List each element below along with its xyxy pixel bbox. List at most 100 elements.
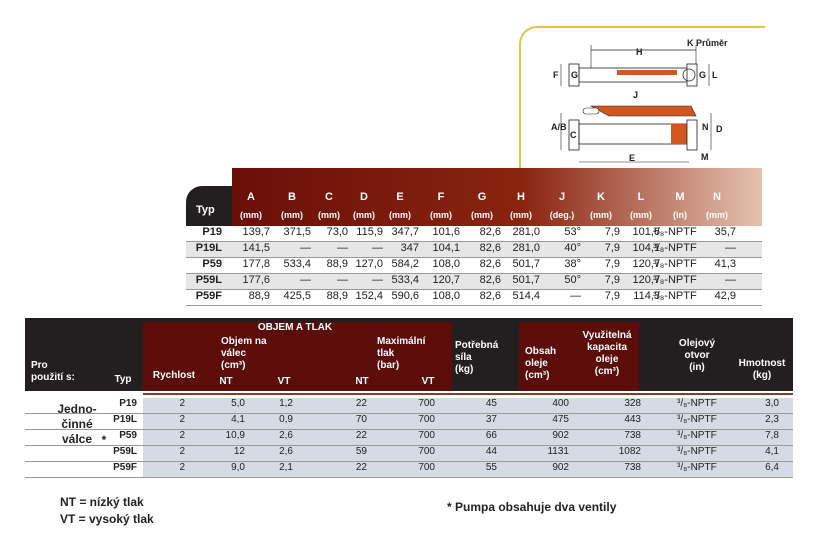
dim-cell: 88,9	[326, 258, 348, 270]
dim-table-row: P19L 141,5 — — — 347 104,1 82,6 281,0 40° 7,9 104,1…	[186, 242, 762, 258]
dim-cell: 584,2	[391, 258, 419, 270]
pump-pvt-cell: 700	[418, 462, 435, 473]
pump-spec-row: P59 2 10,9 2,6 22 700 66 902 738 ³/₈-NPTF 7,8	[25, 430, 793, 446]
dimension-table-body: P19 139,7 371,5 73,0 115,9 347,7 101,6 82,6 281,…	[186, 226, 762, 306]
dim-col-header-n: N (mm)	[698, 188, 736, 224]
pump-spec-body: P19 2 5,0 1,2 22 700 45 400 328 ³/₈-NPTF 3,0 P19L 2 4…	[25, 398, 793, 478]
dim-col-unit: (deg.)	[549, 210, 575, 220]
pump-speed-cell: 2	[179, 430, 185, 441]
pump-nt-cell: 12	[233, 446, 245, 457]
pump-spec-row: P59L 2 12 2,6 59 700 44 1131 1082 ³/₈-NPTF 4,1	[25, 446, 793, 462]
diagram-label-j: J	[633, 90, 638, 100]
dim-col-key: D	[360, 191, 368, 203]
dim-cell: —	[300, 242, 311, 254]
dim-col-header-l: L (mm)	[622, 188, 660, 224]
dim-cell: 120,7	[632, 258, 660, 270]
dim-col-header-d: D (mm)	[345, 188, 383, 224]
diagram-label-g-left: G	[571, 70, 578, 80]
pump-usable-cell: 738	[624, 462, 641, 473]
dimension-table-header: Typ A (mm) B (mm) C (mm) D (mm) E (mm) F (mm) G (mm) H…	[186, 168, 762, 226]
dim-cell: 53°	[564, 226, 581, 238]
dim-col-unit: (mm)	[389, 210, 411, 220]
dim-col-key: J	[558, 191, 566, 203]
pump-type-cell: P59F	[113, 462, 137, 473]
pump-pnt-cell: 22	[355, 430, 367, 441]
dim-cell: 50°	[564, 274, 581, 286]
pump-speed-cell: 2	[179, 398, 185, 409]
dim-cell: 82,6	[479, 290, 501, 302]
header-oil-content: Obsah oleje (cm³)	[525, 346, 557, 381]
pump-oil-cell: 400	[552, 398, 569, 409]
footnote-pump-valves: * Pumpa obsahuje dva ventily	[447, 500, 617, 514]
pump-port-cell: ³/₈-NPTF	[677, 398, 717, 409]
dim-col-unit: (mm)	[706, 210, 728, 220]
dim-col-key: L	[637, 191, 645, 203]
diagram-label-ab: A/B	[551, 122, 567, 132]
pump-oil-cell: 902	[552, 462, 569, 473]
dim-col-unit: (mm)	[471, 210, 493, 220]
dim-cell: —	[372, 274, 383, 286]
pump-port-cell: ³/₈-NPTF	[677, 462, 717, 473]
single-acting-cylinders-label: Jedno- činné válce	[57, 402, 97, 446]
dim-table-row: P59L 177,6 — — — 533,4 120,7 82,6 501,7 50° 7,9 120…	[186, 274, 762, 290]
dim-cell: 501,7	[512, 274, 540, 286]
dim-col-key: H	[517, 191, 525, 203]
dim-cell: 82,6	[479, 226, 501, 238]
dim-cell: 88,9	[326, 290, 348, 302]
dim-col-header-e: E (mm)	[381, 188, 419, 224]
pump-type-cell: P19	[119, 398, 137, 409]
pump-pvt-cell: 700	[418, 446, 435, 457]
pump-weight-cell: 6,4	[765, 462, 779, 473]
dim-cell: —	[300, 274, 311, 286]
diagram-label-l: L	[712, 70, 718, 80]
dim-cell: 7,9	[604, 274, 620, 286]
pump-port-cell: ³/₈-NPTF	[677, 430, 717, 441]
pump-spec-row: P59F 2 9,0 2,1 22 700 55 902 738 ³/₈-NPTF 6,4	[25, 462, 793, 478]
dim-col-unit: (mm)	[353, 210, 375, 220]
dim-row-type: P59L	[195, 274, 222, 286]
dim-cell: 104,1	[432, 242, 460, 254]
dim-col-header-f: F (mm)	[422, 188, 460, 224]
dim-cell: 88,9	[248, 290, 270, 302]
dim-cell: ³/₈-NPTF	[653, 274, 697, 286]
dim-cell: —	[725, 274, 736, 286]
dim-table-row: P19 139,7 371,5 73,0 115,9 347,7 101,6 82,6 281,…	[186, 226, 762, 242]
pump-spec-row: P19L 2 4,1 0,9 70 700 37 475 443 ³/₈-NPTF 2,3	[25, 414, 793, 430]
header-oil-port: Olejový otvor (in)	[678, 338, 716, 373]
diagram-label-f: F	[553, 70, 559, 80]
dim-cell: 108,0	[432, 258, 460, 270]
diagram-label-c: C	[570, 130, 577, 140]
legend-nt: NT = nízký tlak	[60, 495, 144, 509]
pump-force-cell: 45	[485, 398, 497, 409]
dim-cell: ³/₈-NPTF	[653, 258, 697, 270]
dim-row-type: P59	[202, 258, 222, 270]
pump-force-cell: 37	[485, 414, 497, 425]
dim-cell: 120,7	[632, 274, 660, 286]
dim-cell: 533,4	[391, 274, 419, 286]
dim-cell: —	[372, 242, 383, 254]
header-volume-vt: VT	[277, 376, 291, 387]
diagram-label-h: H	[636, 47, 643, 57]
dim-cell: 347	[400, 242, 419, 254]
dim-col-header-b: B (mm)	[273, 188, 311, 224]
dim-cell: 7,9	[604, 258, 620, 270]
header-volume-pressure: OBJEM A TLAK	[257, 322, 333, 333]
header-max-pressure: Maximální tlak (bar)	[377, 336, 426, 371]
header-pressure-vt: VT	[421, 376, 435, 387]
header-use: Pro použití s:	[31, 360, 75, 383]
dim-col-header-m: M (in)	[661, 188, 699, 224]
pump-force-cell: 55	[485, 462, 497, 473]
header-weight: Hmotnost (kg)	[738, 358, 786, 381]
dim-col-unit: (mm)	[630, 210, 652, 220]
header-usable-capacity: Využitelná kapacita oleje (cm³)	[582, 330, 632, 377]
dim-row-type: P19L	[195, 242, 222, 254]
dim-col-unit: (mm)	[590, 210, 612, 220]
pump-nt-cell: 5,0	[231, 398, 245, 409]
dim-cell: 101,6	[632, 226, 660, 238]
pump-vt-cell: 2,1	[279, 462, 293, 473]
dim-cell: ³/₈-NPTF	[653, 226, 697, 238]
dim-cell: 115,9	[356, 226, 383, 238]
dim-type-header: Typ	[196, 204, 215, 216]
dim-col-unit: (mm)	[318, 210, 340, 220]
dim-col-key: M	[675, 191, 685, 203]
